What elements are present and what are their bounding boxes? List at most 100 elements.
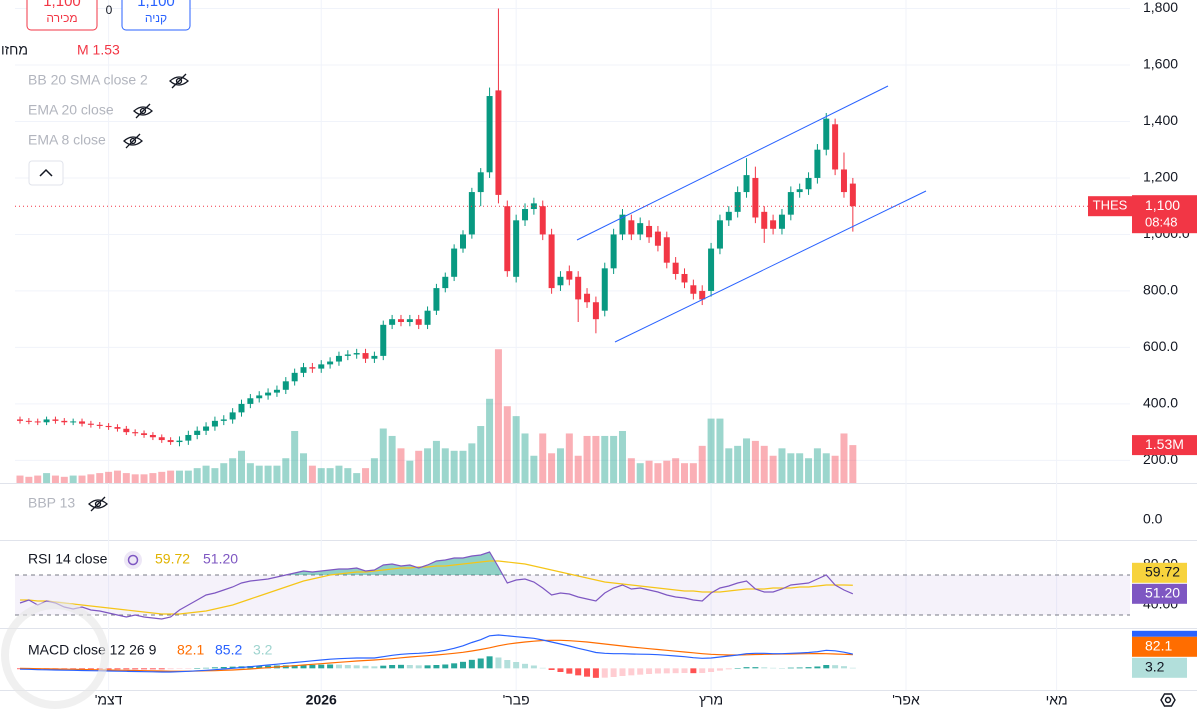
- y-tick-label: 600.0: [1143, 338, 1178, 354]
- candle-body: [592, 302, 599, 320]
- histogram-bar: [123, 668, 130, 670]
- buy-button[interactable]: [121, 0, 191, 31]
- histogram-bar: [778, 668, 785, 669]
- histogram-legend: 3.2: [253, 642, 273, 658]
- indicator-name[interactable]: BB 20 SMA close 2: [28, 72, 148, 88]
- volume-tag: 1.53M: [1145, 436, 1184, 452]
- eye-hidden-icon[interactable]: [169, 73, 189, 89]
- volume-bar: [822, 453, 830, 483]
- channel-line[interactable]: [576, 85, 889, 241]
- candle-body: [805, 177, 812, 190]
- rsi-tag-bg: [1132, 583, 1187, 604]
- candle-body: [149, 434, 156, 438]
- histogram-bar: [787, 667, 794, 669]
- rsi-icon[interactable]: [124, 551, 142, 569]
- volume-bar: [220, 463, 228, 483]
- volume-bar: [849, 445, 857, 483]
- countdown: 08:48: [1145, 215, 1178, 230]
- indicator-name[interactable]: EMA 20 close: [28, 102, 114, 118]
- volume-bar: [760, 445, 768, 483]
- candle-body: [17, 419, 23, 421]
- volume-bar: [636, 463, 644, 483]
- candle-body: [327, 361, 334, 365]
- y-tick-label: 0.0: [1143, 510, 1163, 526]
- candle-body: [424, 310, 431, 325]
- macd-name[interactable]: MACD close 12 26 9: [28, 642, 157, 658]
- candle-body: [344, 354, 351, 356]
- rsi-legend: 51.20: [203, 551, 238, 567]
- candle-body: [663, 237, 670, 263]
- eye-hidden-icon[interactable]: [133, 103, 153, 119]
- candle-body: [699, 290, 706, 300]
- y-tick-label: 400.0: [1143, 395, 1178, 411]
- eye-hidden-icon[interactable]: [123, 133, 143, 149]
- candle-body: [539, 206, 546, 235]
- volume-bar: [539, 433, 547, 483]
- histogram-bar: [389, 665, 396, 669]
- histogram-bar: [79, 668, 86, 670]
- candle-body: [132, 432, 139, 434]
- candle-body: [725, 211, 732, 221]
- rsi-name[interactable]: RSI 14 close: [28, 551, 108, 567]
- histogram-bar: [185, 668, 192, 669]
- candle-body: [335, 355, 342, 362]
- histogram-bar: [619, 668, 626, 676]
- volume-bar: [51, 475, 59, 483]
- volume-bar: [548, 453, 556, 483]
- volume-bar: [60, 476, 68, 483]
- candle-body: [220, 419, 227, 421]
- volume-bar: [87, 474, 95, 483]
- candle-body: [70, 421, 77, 423]
- histogram-bar: [690, 668, 697, 674]
- candle-body: [114, 427, 121, 429]
- candle-body: [229, 412, 236, 420]
- volume-bar: [503, 406, 511, 483]
- candle-body: [637, 223, 644, 235]
- volume-bar: [530, 455, 538, 483]
- candle-body: [770, 220, 777, 229]
- histogram-bar: [557, 668, 564, 672]
- histogram-bar: [832, 665, 839, 669]
- signal-legend: 82.1: [177, 642, 204, 658]
- volume-bar: [34, 475, 42, 483]
- tag-layer: THES 1,100 08:48 1.53M 59.72 51.20 3.2 82.1: [1088, 195, 1197, 678]
- settings-icon[interactable]: [1160, 693, 1176, 707]
- y-tick-label: 1,400: [1143, 112, 1178, 128]
- candle-body: [247, 398, 254, 404]
- volume-bar: [565, 433, 573, 483]
- volume-bar: [25, 476, 33, 483]
- volume-bar: [707, 418, 715, 483]
- candle-body: [716, 220, 723, 249]
- eye-hidden-icon[interactable]: [88, 496, 108, 512]
- indicator-name[interactable]: EMA 8 close: [28, 132, 106, 148]
- indicator-layer: [15, 205, 1130, 678]
- volume-bar: [335, 465, 343, 483]
- candle-body: [486, 96, 493, 173]
- histogram-bar: [672, 668, 679, 674]
- candle-body: [504, 206, 511, 272]
- sell-button[interactable]: [26, 0, 98, 31]
- histogram-bar: [761, 667, 768, 669]
- histogram-bar: [654, 668, 661, 674]
- candle-body: [610, 234, 617, 269]
- histogram-bar: [114, 668, 121, 670]
- y-tick-label: 1,600: [1143, 56, 1178, 72]
- bbp-name[interactable]: BBP 13: [28, 495, 75, 511]
- volume-bar: [397, 448, 405, 483]
- histogram-bar: [752, 667, 759, 669]
- histogram-bar: [371, 666, 378, 669]
- channel-line[interactable]: [614, 190, 927, 343]
- candle-body: [468, 192, 475, 235]
- histogram-bar: [699, 668, 706, 673]
- sell-price: 1,100: [43, 0, 81, 10]
- histogram-bar: [141, 668, 148, 670]
- collapse-button[interactable]: [28, 160, 64, 186]
- volume-bar: [424, 448, 432, 483]
- sell-label: מכירה: [46, 11, 77, 25]
- volume-bar: [459, 450, 467, 483]
- volume-bar: [645, 460, 653, 483]
- volume-bar: [16, 475, 24, 483]
- candle-body: [194, 430, 201, 435]
- volume-bar: [317, 468, 325, 483]
